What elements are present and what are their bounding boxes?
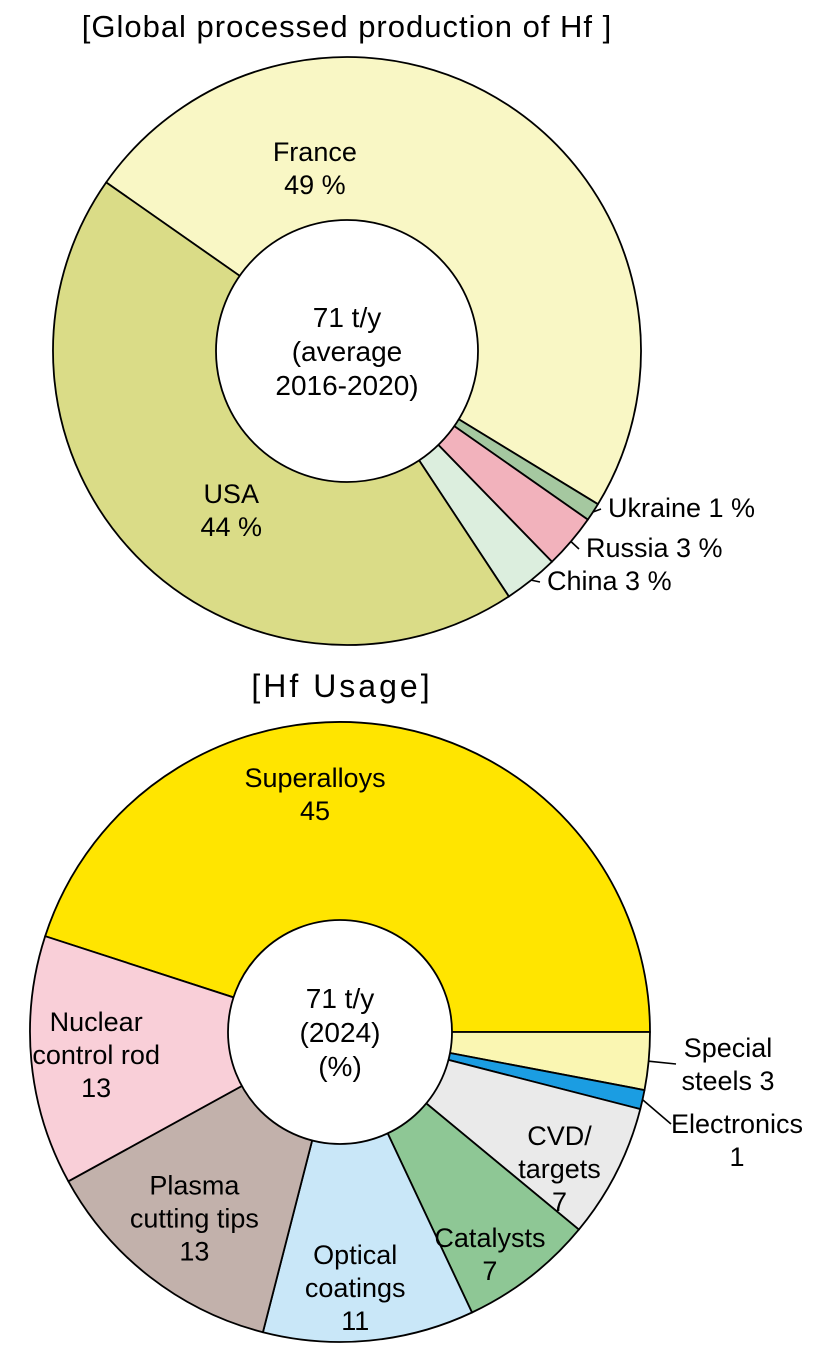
slice-label-nuclear-control-rod: Nuclear control rod 13 xyxy=(32,1007,160,1103)
center-label: 71 t/y (2024) (%) xyxy=(300,983,381,1082)
slice-nuclear-control-rod xyxy=(29,935,341,1183)
leader-line-ukraine xyxy=(592,508,602,513)
donut-hole xyxy=(215,219,479,483)
slice-label-china: China 3 % xyxy=(547,566,672,596)
slice-label-ukraine: Ukraine 1 % xyxy=(608,493,755,523)
leader-line-special-steels xyxy=(648,1060,677,1065)
slice-optical-coatings xyxy=(262,1031,473,1343)
leader-line-russia xyxy=(570,540,580,550)
usage-chart-title: [Hf Usage] xyxy=(251,668,432,704)
slice-label-plasma-cutting-tips: Plasma cutting tips 13 xyxy=(130,1170,259,1266)
slice-label-electronics: Electronics 1 xyxy=(671,1109,803,1172)
slice-superalloys xyxy=(44,721,651,1033)
slice-label-russia: Russia 3 % xyxy=(586,533,723,563)
donut-hole xyxy=(227,919,453,1145)
slice-label-usa: USA 44 % xyxy=(200,479,262,542)
slice-label-special-steels: Special steels 3 xyxy=(681,1033,774,1096)
center-label: 71 t/y (average 2016-2020) xyxy=(275,302,418,401)
leader-line-electronics xyxy=(641,1098,672,1125)
slice-label-superalloys: Superalloys 45 xyxy=(245,763,386,826)
slice-label-cvd-targets: CVD/targets 7 xyxy=(518,1121,601,1217)
slice-label-optical-coatings: Optical coatings 11 xyxy=(305,1240,406,1336)
slice-label-france: France 49 % xyxy=(273,137,357,200)
slice-label-catalysts: Catalysts 7 xyxy=(434,1223,545,1286)
leader-line-china xyxy=(531,579,541,583)
production-donut-chart: 71 t/y (average 2016-2020) France 49 % Ukrain… xyxy=(52,56,755,646)
usage-donut-chart: 71 t/y (2024) (%) Superalloys 45 Special steel… xyxy=(29,721,803,1343)
production-chart-title: [Global processed production of Hf ] xyxy=(82,9,613,44)
